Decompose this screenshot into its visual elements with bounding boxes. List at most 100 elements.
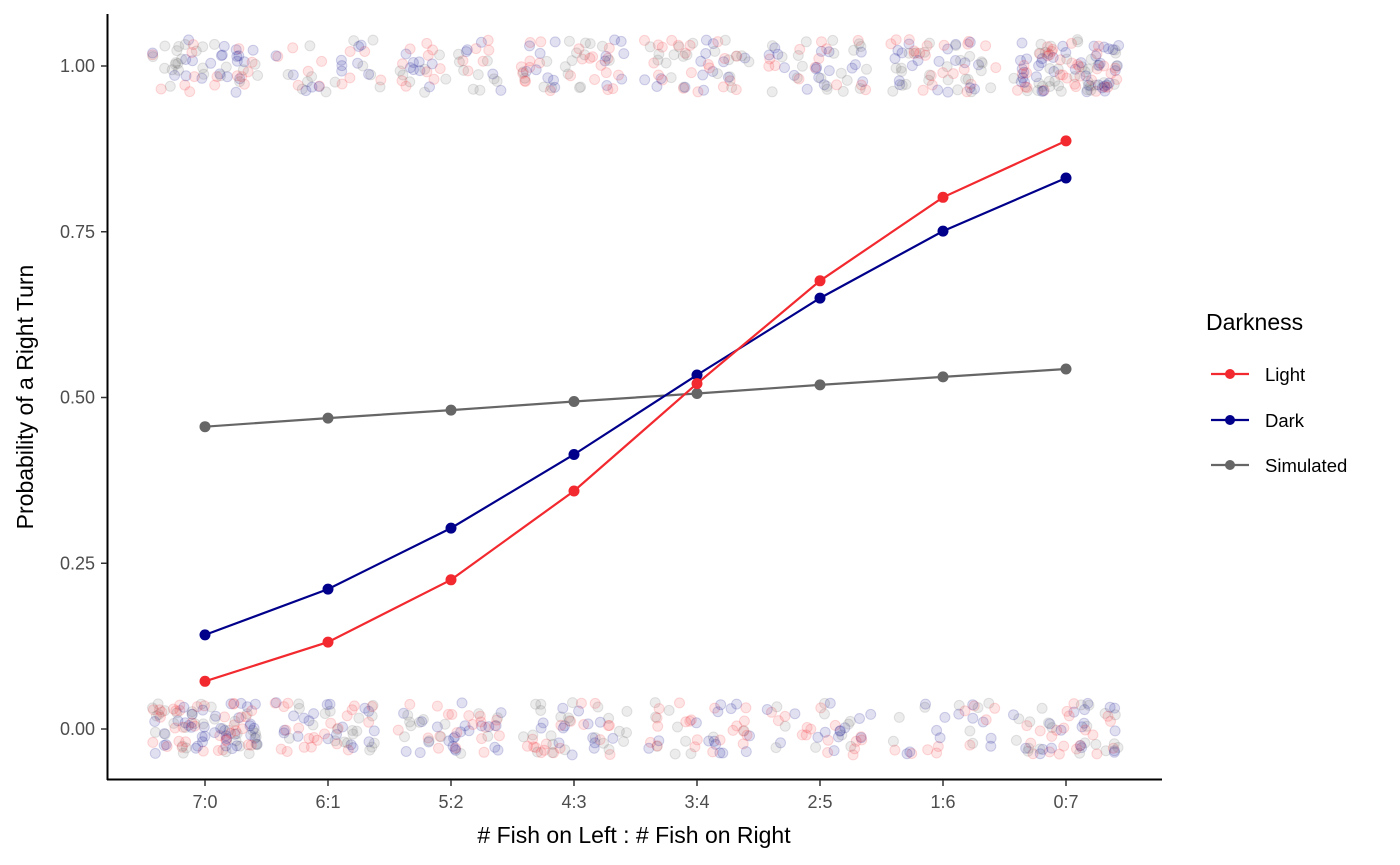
legend-item-light: Light (1211, 364, 1305, 385)
raw-observation-point (178, 701, 190, 713)
raw-observation-point (960, 73, 972, 85)
raw-observation-point (1079, 724, 1091, 736)
raw-observation-point (158, 739, 170, 751)
raw-observation-point (805, 723, 817, 735)
raw-observation-point (1083, 79, 1095, 91)
raw-observation-point (179, 39, 191, 50)
raw-observation-point (453, 48, 464, 60)
raw-observation-point (1033, 47, 1045, 59)
raw-observation-point (575, 697, 587, 709)
raw-observation-point (815, 702, 827, 714)
raw-observation-point (896, 47, 908, 59)
raw-observation-point (357, 60, 369, 72)
raw-observation-point (196, 731, 208, 743)
raw-observation-point (180, 70, 192, 82)
raw-observation-point (416, 716, 428, 728)
raw-observation-point (247, 44, 259, 56)
raw-observation-point (836, 729, 848, 741)
raw-observation-point (392, 724, 404, 736)
legend-key-point-light (1225, 369, 1235, 379)
legend-key-point-simulated (1225, 460, 1235, 470)
raw-observation-point (559, 744, 571, 756)
raw-observation-point (419, 63, 431, 75)
raw-observation-point (342, 744, 354, 756)
raw-observation-point (953, 708, 965, 720)
raw-observation-point (846, 62, 858, 74)
raw-observation-point (653, 703, 665, 715)
raw-observation-point (359, 46, 371, 57)
data-point-light (322, 636, 334, 648)
raw-observation-point (153, 709, 165, 720)
raw-observation-point (813, 53, 825, 65)
raw-observation-point (656, 74, 668, 86)
raw-observation-point (458, 64, 470, 76)
raw-observation-point (229, 728, 241, 740)
raw-observation-point (941, 61, 953, 73)
raw-observation-point (269, 697, 281, 709)
raw-observation-point (1008, 72, 1020, 84)
raw-observation-point (169, 722, 181, 734)
raw-observation-point (695, 55, 707, 67)
raw-observation-point (796, 729, 808, 741)
raw-observation-point (715, 699, 727, 711)
raw-observation-point (555, 711, 567, 723)
raw-observation-point (726, 82, 738, 93)
raw-observation-point (724, 75, 736, 87)
raw-observation-point (467, 719, 479, 730)
raw-observation-point (1071, 743, 1082, 755)
raw-observation-point (855, 46, 867, 58)
raw-observation-point (717, 747, 729, 759)
data-point-dark (937, 225, 949, 237)
raw-observation-point (363, 736, 375, 748)
raw-observation-point (963, 35, 975, 47)
raw-observation-point (958, 63, 970, 75)
raw-observation-point (197, 736, 208, 748)
raw-observation-point (967, 712, 979, 724)
raw-observation-point (443, 735, 455, 747)
raw-observation-point (1047, 43, 1059, 55)
raw-observation-point (1015, 54, 1026, 66)
raw-observation-point (528, 741, 540, 753)
raw-observation-point (216, 49, 228, 61)
raw-observation-point (431, 721, 443, 733)
raw-observation-point (1053, 80, 1064, 92)
raw-observation-point (243, 748, 255, 760)
raw-observation-point (594, 734, 606, 746)
x-tick-label: 4:3 (561, 792, 586, 812)
raw-observation-point (1088, 40, 1100, 52)
raw-observation-point (1075, 699, 1087, 711)
raw-observation-point (313, 81, 325, 93)
raw-observation-point (709, 702, 721, 714)
raw-observation-point (250, 727, 261, 739)
raw-observation-point (793, 73, 805, 85)
raw-observation-point (712, 36, 724, 48)
raw-observation-point (353, 712, 365, 724)
raw-observation-point (345, 739, 357, 751)
raw-observation-point (621, 727, 632, 739)
raw-observation-point (447, 740, 459, 752)
raw-observation-point (1103, 43, 1114, 55)
raw-observation-point (185, 721, 197, 733)
raw-observation-point (439, 718, 451, 730)
raw-observation-point (214, 68, 226, 80)
raw-observation-point (613, 725, 625, 737)
raw-observation-point (1109, 44, 1121, 56)
raw-observation-point (422, 49, 434, 61)
raw-observation-point (719, 34, 731, 46)
raw-observation-point (173, 735, 185, 747)
x-tick-label: 5:2 (438, 792, 463, 812)
raw-observation-point (308, 732, 320, 743)
raw-observation-point (336, 60, 348, 72)
raw-observation-point (220, 746, 232, 758)
raw-observation-point (967, 699, 979, 711)
raw-observation-point (324, 698, 336, 710)
raw-observation-point (183, 720, 195, 731)
raw-observation-point (855, 79, 867, 91)
raw-observation-point (414, 65, 426, 77)
raw-observation-point (801, 722, 813, 733)
raw-observation-point (1092, 79, 1104, 91)
raw-observation-point (147, 736, 159, 748)
raw-observation-point (964, 50, 976, 62)
raw-observation-point (331, 738, 343, 750)
x-tick-label: 7:0 (192, 792, 217, 812)
